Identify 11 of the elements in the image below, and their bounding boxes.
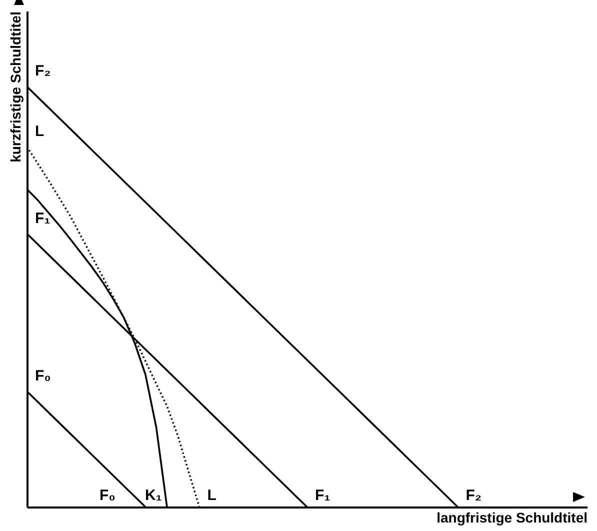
- annotation: F₁: [35, 210, 50, 227]
- series-label: K₁: [144, 487, 162, 504]
- y-axis-title: kurzfristige Schuldtitel: [8, 12, 24, 162]
- text: F₂: [35, 62, 51, 80]
- annotation: L: [35, 122, 44, 140]
- series-label: F₂: [466, 487, 482, 504]
- series-label: F₀: [100, 487, 116, 504]
- series-label: L: [207, 487, 216, 504]
- series-label: F₁: [315, 487, 330, 504]
- annotation: F₀: [35, 367, 51, 384]
- x-axis-title: langfristige Schuldtitel: [436, 510, 588, 526]
